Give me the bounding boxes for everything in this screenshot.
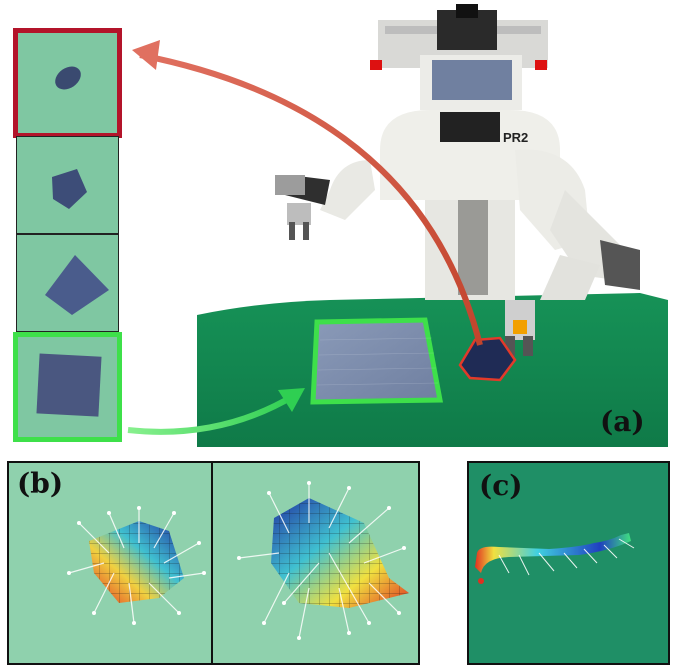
- panel-c-label: (c): [479, 469, 523, 502]
- panel-c: (c): [467, 461, 670, 665]
- panel-b: (b): [7, 461, 420, 665]
- pr2-badge: PR2: [503, 130, 528, 145]
- thumbnail-crumpled-small: [13, 28, 122, 138]
- flattened-cloth: [313, 320, 440, 402]
- red-arrow-head: [132, 40, 160, 70]
- thumbnail-partially-spread: [16, 234, 119, 332]
- thumbnail-crumpled-medium: [16, 136, 119, 234]
- trajectory-start-point: [478, 578, 484, 584]
- flow-field-visualization: [9, 463, 418, 663]
- cloth-trajectory: [475, 533, 631, 573]
- panel-b-label: (b): [17, 467, 63, 500]
- panel-a-label: (a): [600, 405, 645, 438]
- thumbnail-flattened: [13, 332, 122, 442]
- panel-b-divider: [211, 463, 213, 665]
